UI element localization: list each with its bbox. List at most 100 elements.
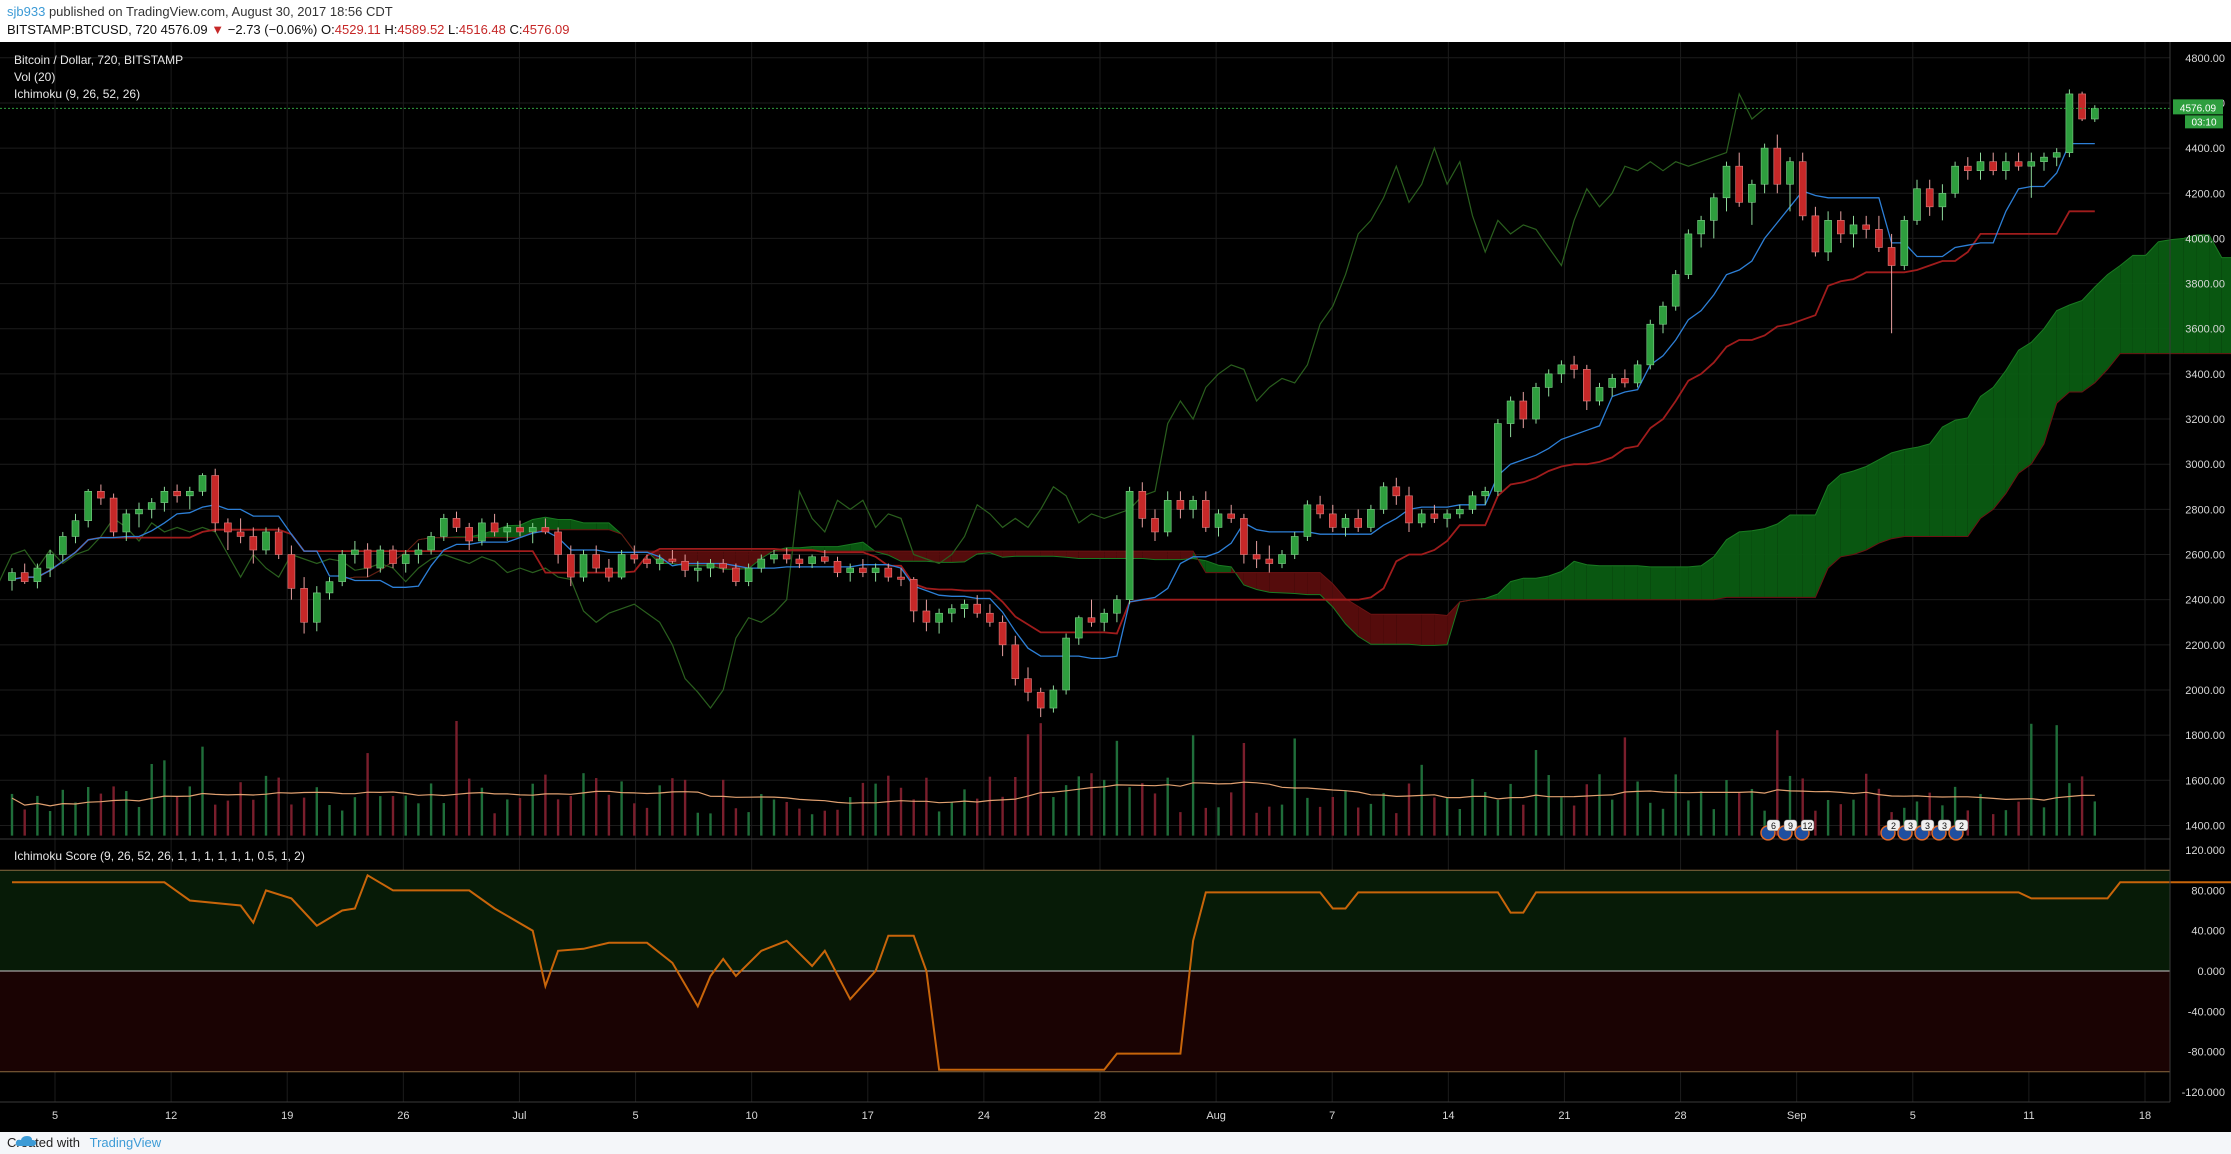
- candle-body: [1583, 369, 1591, 402]
- candle-body: [566, 554, 575, 578]
- candle-body: [516, 527, 524, 533]
- price-tick-label: 4400.00: [2185, 143, 2225, 155]
- chart-area[interactable]: 4800.004600.004400.004200.004000.003800.…: [0, 42, 2231, 1132]
- candle-body: [973, 603, 982, 614]
- candle-down: [109, 493, 118, 537]
- candle-up: [960, 599, 969, 618]
- cloud-segment: [1205, 560, 1219, 573]
- candle-body: [770, 554, 778, 560]
- candle-body: [2091, 108, 2099, 120]
- volume-bar-up: [950, 801, 953, 836]
- candle-body: [427, 536, 435, 551]
- volume-bar-up: [506, 799, 509, 836]
- cloud-segment: [1866, 459, 1879, 551]
- author-link[interactable]: sjb933: [7, 4, 46, 19]
- volume-bar-down: [1039, 723, 1042, 836]
- cloud-segment: [888, 551, 901, 562]
- volume-bar-down: [899, 787, 903, 836]
- event-badge[interactable]: 3: [1931, 819, 1952, 841]
- volume-bar-up: [1280, 804, 1284, 836]
- time-tick-label: 12: [165, 1110, 177, 1122]
- price-axis-background: [2170, 42, 2231, 1132]
- candle-body: [274, 531, 283, 555]
- event-badge[interactable]: 6: [1760, 819, 1781, 841]
- candle-body: [719, 563, 728, 569]
- candle-body: [389, 549, 397, 564]
- volume-bar-up: [709, 813, 712, 836]
- candle-body: [1405, 495, 1413, 524]
- event-badge[interactable]: 2: [1948, 819, 1969, 841]
- volume-bar-up: [1420, 764, 1423, 836]
- candle-body: [1506, 400, 1515, 424]
- cloud-segment: [1790, 515, 1803, 598]
- tradingview-cloud-icon: [15, 1136, 37, 1146]
- candle-body: [1595, 387, 1604, 402]
- event-badge[interactable]: 2: [1880, 819, 1901, 841]
- candle-body: [922, 610, 931, 623]
- candle-down: [1570, 355, 1578, 379]
- cloud-segment: [1561, 561, 1575, 600]
- volume-bar-up: [36, 795, 39, 836]
- volume-bar-down: [1738, 792, 1741, 836]
- volume-bar-up: [1293, 738, 1296, 836]
- legend-title[interactable]: Bitcoin / Dollar, 720, BITSTAMP: [14, 53, 184, 67]
- volume-bar-up: [87, 787, 90, 836]
- candle-body: [1913, 188, 1921, 221]
- candle-body: [998, 621, 1007, 646]
- event-badges[interactable]: 6 9 12 2 3 3 3 2: [1760, 819, 1969, 841]
- volume-bar-down: [1839, 804, 1842, 836]
- candle-down: [668, 550, 677, 564]
- cloud-segment: [1840, 470, 1854, 557]
- volume-bar-up: [1750, 788, 1754, 836]
- volume-bar-down: [1141, 783, 1144, 836]
- candle-body: [1964, 165, 1972, 171]
- candle-body: [1811, 215, 1820, 253]
- volume-bar-down: [556, 799, 560, 836]
- cloud-segment: [1358, 606, 1371, 645]
- cloud-segment: [1180, 551, 1194, 560]
- event-badge[interactable]: 3: [1914, 819, 1935, 841]
- candle-down: [1024, 667, 1032, 702]
- volume-bar-up: [1636, 781, 1639, 836]
- cloud-segment: [1713, 539, 1727, 600]
- cloud-segment: [2132, 255, 2146, 354]
- legend-score[interactable]: Ichimoku Score (9, 26, 52, 26, 1, 1, 1, …: [14, 849, 305, 863]
- candle-body: [1227, 513, 1235, 519]
- volume-bar-down: [1318, 806, 1322, 836]
- cloud-segment: [1142, 551, 1155, 560]
- tradingview-link[interactable]: TradingView: [89, 1135, 162, 1150]
- volume-bar-down: [569, 795, 572, 836]
- candle-body: [1519, 400, 1528, 420]
- legend-vol[interactable]: Vol (20): [14, 70, 56, 84]
- event-badge[interactable]: 9: [1777, 819, 1798, 841]
- candle-down: [1265, 545, 1274, 573]
- cloud-segment: [1815, 485, 1829, 598]
- volume-bar-up: [937, 811, 941, 836]
- price-chart[interactable]: 4800.004600.004400.004200.004000.003800.…: [0, 42, 2231, 1132]
- cloud-segment: [2018, 342, 2032, 474]
- candle-up: [1290, 531, 1299, 560]
- candle-down: [490, 513, 499, 537]
- legend-ichimoku[interactable]: Ichimoku (9, 26, 52, 26): [14, 87, 141, 101]
- candle-body: [1900, 220, 1909, 266]
- volume-bar-down: [1928, 792, 1931, 836]
- candle-body: [617, 554, 626, 578]
- candle-up: [935, 608, 943, 634]
- candle-down: [884, 563, 893, 582]
- event-badge[interactable]: 12: [1794, 819, 1815, 841]
- candle-up: [1481, 486, 1489, 505]
- candle-body: [554, 531, 562, 555]
- volume-bar-up: [2004, 810, 2008, 836]
- cloud-segment: [1193, 551, 1206, 573]
- volume-bar-up: [2093, 801, 2096, 836]
- event-badge[interactable]: 3: [1897, 819, 1918, 841]
- price-tick-label: 2600.00: [2185, 550, 2225, 562]
- volume-bar-up: [442, 803, 445, 836]
- cloud-segment: [1967, 396, 1981, 537]
- candle-body: [1481, 491, 1489, 497]
- candle-body: [681, 560, 689, 571]
- cloud-segment: [901, 551, 914, 562]
- candle-up: [1417, 509, 1426, 528]
- candle-up: [1849, 215, 1858, 248]
- candle-body: [897, 576, 905, 580]
